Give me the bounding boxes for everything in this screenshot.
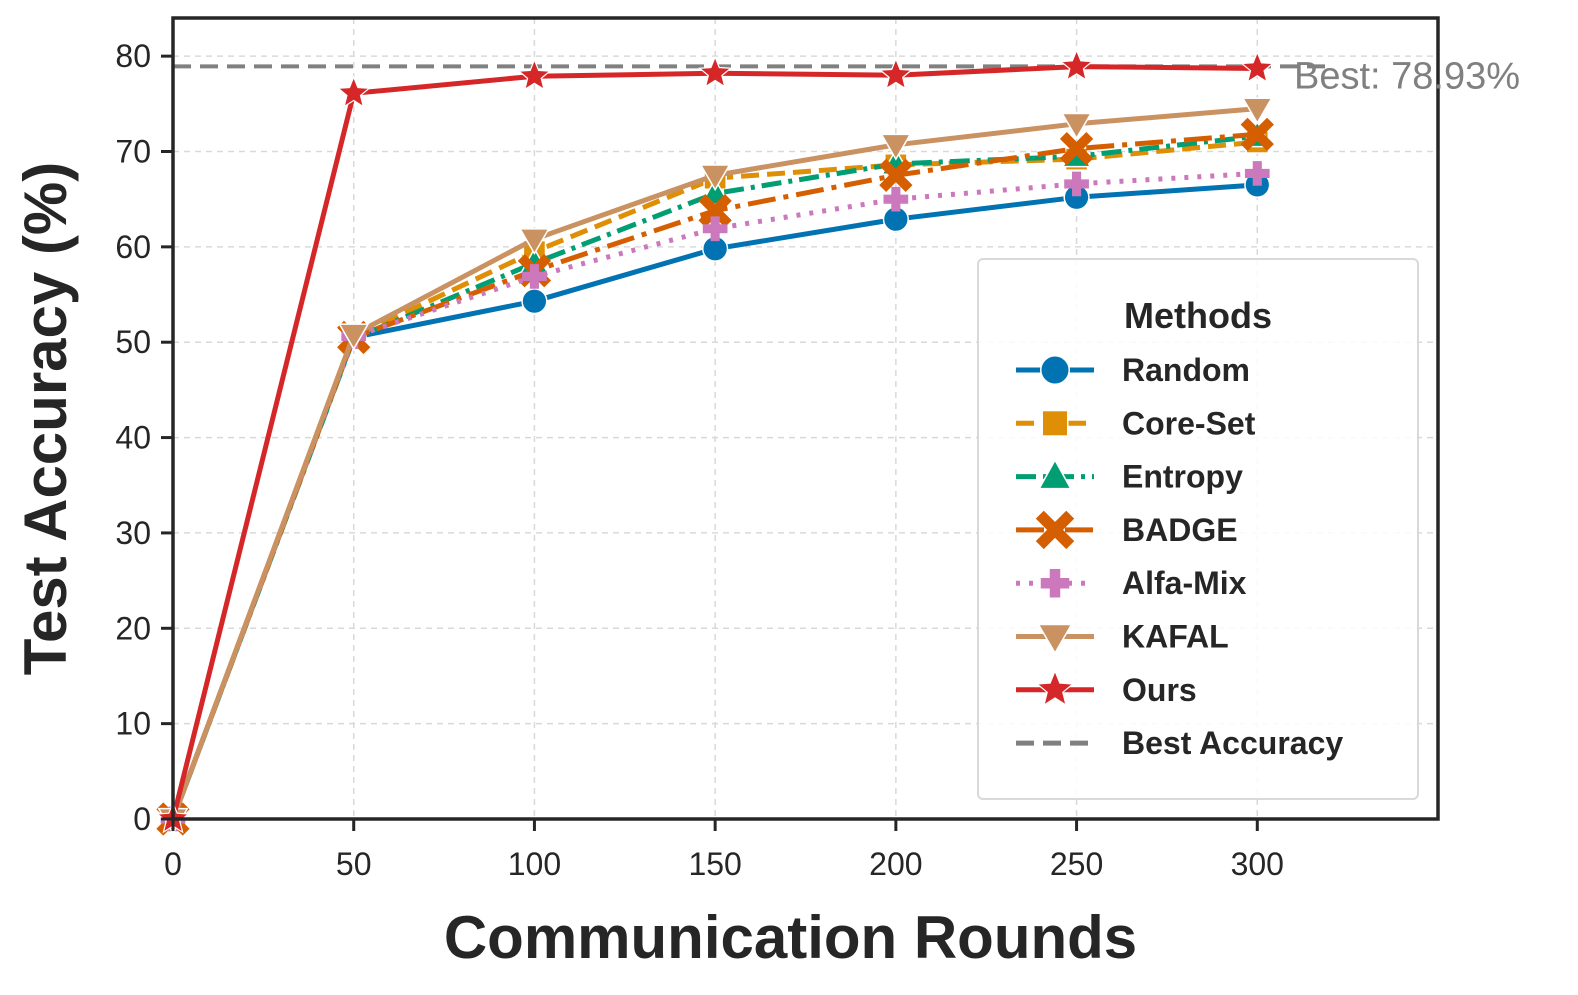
y-tick-label: 40 (115, 420, 151, 456)
legend-label-core-set: Core-Set (1122, 405, 1256, 441)
legend-label-ours: Ours (1122, 672, 1197, 708)
y-tick-label: 20 (115, 610, 151, 646)
legend-item-core-set: Core-Set (1016, 405, 1256, 441)
plot-frame (171, 16, 1440, 821)
data-point-badge (698, 193, 732, 228)
data-point-alfa-mix (1244, 161, 1270, 186)
y-tick-label: 70 (115, 134, 151, 170)
x-tick-label: 0 (164, 846, 182, 882)
x-tick-label: 50 (336, 846, 372, 882)
y-tick-label: 10 (115, 706, 151, 742)
x-tick-label: 100 (508, 846, 561, 882)
y-tick-label: 80 (115, 38, 151, 74)
legend-marker-random (1040, 355, 1070, 385)
data-point-badge (1240, 117, 1274, 151)
data-point-ours (1059, 48, 1094, 82)
data-point-random (521, 288, 548, 315)
legend-title: Methods (1124, 295, 1272, 336)
data-point-kafal (699, 164, 731, 192)
data-point-alfa-mix (1064, 171, 1089, 197)
legend-label-alfa-mix: Alfa-Mix (1122, 565, 1247, 601)
data-point-alfa-mix (883, 186, 909, 212)
series-kafal (157, 97, 1273, 835)
best-accuracy-annotation: Best: 78.93% (1294, 55, 1520, 97)
data-point-kafal (518, 228, 551, 256)
legend-label-entropy: Entropy (1122, 459, 1243, 495)
legend-label-kafal: KAFAL (1122, 619, 1229, 655)
legend-label-best-accuracy: Best Accuracy (1122, 725, 1343, 761)
legend-item-random: Random (1016, 352, 1250, 388)
x-axis-title: Communication Rounds (444, 904, 1137, 971)
legend-item-best-accuracy: Best Accuracy (1016, 725, 1343, 761)
data-point-ours (1240, 50, 1275, 84)
data-point-kafal (1241, 97, 1273, 125)
legend-box (977, 258, 1419, 800)
legend-marker-entropy (1037, 458, 1073, 490)
ticks-layer: 0 50 100 150 200 250 300 0 10 20 30 40 50 60 70 80 (115, 38, 1284, 882)
data-point-ours (517, 58, 552, 91)
y-tick-label: 60 (115, 229, 151, 265)
legend-item-badge: BADGE (1016, 510, 1238, 550)
x-tick-label: 200 (869, 846, 922, 882)
x-tick-label: 150 (688, 846, 741, 882)
data-point-badge (1059, 131, 1094, 166)
data-point-ours (698, 55, 733, 88)
data-point-badge (879, 158, 913, 192)
legend-marker-badge (1035, 510, 1075, 550)
x-tick-label: 300 (1231, 846, 1284, 882)
data-point-ours (878, 57, 913, 90)
y-tick-label: 0 (133, 801, 151, 837)
legend-item-entropy: Entropy (1016, 458, 1243, 495)
data-point-kafal (338, 323, 370, 351)
legend-label-badge: BADGE (1122, 512, 1238, 548)
series-ours (155, 48, 1275, 834)
legend: Methods Random Core-Set Entropy BADGE Alfa-M… (977, 258, 1419, 800)
y-tick-label: 50 (115, 324, 151, 360)
x-tick-label: 250 (1050, 846, 1103, 882)
y-tick-label: 30 (115, 515, 151, 551)
legend-marker-core-set (1041, 409, 1069, 437)
data-point-alfa-mix (522, 264, 547, 289)
legend-marker-kafal (1037, 623, 1073, 655)
data-point-kafal (880, 133, 912, 161)
legend-label-random: Random (1122, 352, 1250, 388)
legend-items: Random Core-Set Entropy BADGE Alfa-Mix KAFAL O… (1016, 352, 1343, 761)
y-axis-title: Test Accuracy (%) (12, 162, 79, 676)
legend-item-ours: Ours (1016, 669, 1197, 708)
legend-item-kafal: KAFAL (1016, 619, 1229, 655)
legend-marker-alfa-mix (1040, 568, 1070, 598)
data-point-kafal (1060, 112, 1093, 140)
legend-item-alfa-mix: Alfa-Mix (1016, 565, 1247, 601)
data-point-ours (336, 75, 371, 108)
data-point-alfa-mix (702, 216, 728, 242)
legend-marker-ours (1035, 669, 1075, 707)
